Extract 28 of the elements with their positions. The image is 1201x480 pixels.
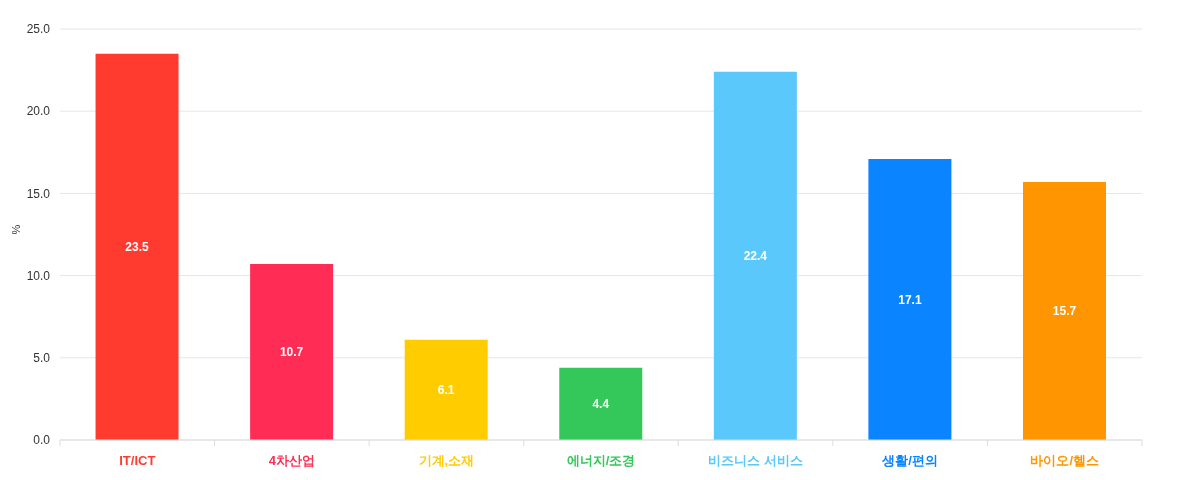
bar: [404, 339, 488, 440]
x-tick-label: 비즈니스 서비스: [708, 453, 803, 468]
data-label: 6.1: [437, 383, 455, 398]
bar: [1022, 181, 1106, 440]
y-tick-label: 10.0: [26, 268, 51, 283]
bar: [250, 264, 334, 440]
data-label: 4.4: [592, 397, 610, 412]
y-tick-label: 15.0: [26, 186, 51, 201]
x-tick-label: IT/ICT: [119, 453, 156, 468]
y-tick-label: 25.0: [26, 22, 51, 37]
bar: [713, 71, 797, 440]
data-label: 17.1: [898, 292, 922, 307]
x-tick-label: 바이오/헬스: [1030, 453, 1100, 468]
y-axis-title: %: [9, 224, 22, 235]
y-tick-label: 0.0: [33, 433, 51, 448]
bar: [559, 367, 643, 440]
x-tick-label: 기계,소재: [418, 453, 475, 468]
y-tick-label: 20.0: [26, 104, 51, 119]
data-label: 15.7: [1052, 304, 1077, 319]
bar: [95, 53, 179, 440]
data-label: 22.4: [743, 249, 768, 264]
bar: [868, 158, 952, 440]
data-label: 10.7: [279, 345, 304, 360]
x-tick-label: 생활/편의: [881, 453, 938, 468]
y-tick-label: 5.0: [33, 351, 51, 366]
data-label: 23.5: [125, 240, 150, 255]
x-tick-label: 에너지/조경: [566, 453, 636, 468]
x-tick-label: 4차산업: [268, 453, 315, 468]
